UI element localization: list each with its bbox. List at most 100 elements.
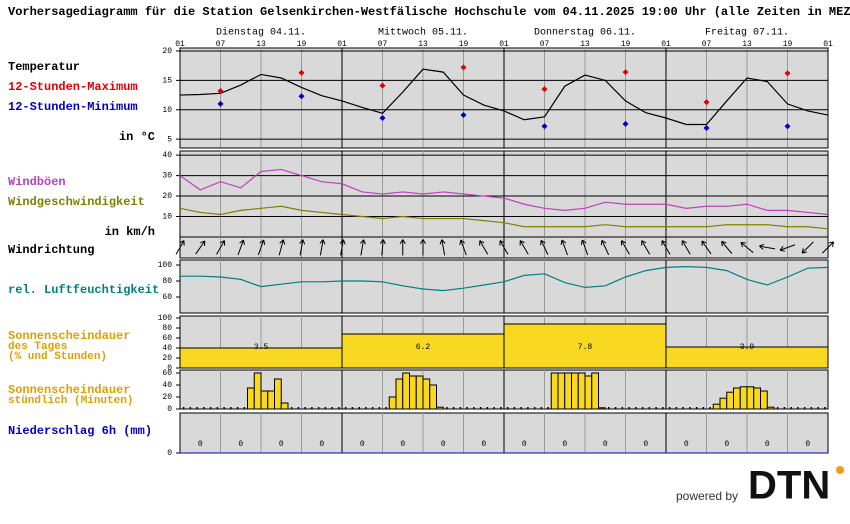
y-tick-label: 10	[162, 213, 172, 222]
hourly-sun-bar	[267, 390, 275, 410]
logo-dot	[836, 466, 844, 474]
wind-arrow	[195, 240, 206, 255]
hourly-sun-bar	[304, 407, 306, 409]
max-min-marker	[217, 87, 224, 94]
precip-value: 0	[522, 440, 527, 449]
x-tick-label: 07	[702, 40, 712, 49]
wind-arrow	[278, 239, 286, 256]
hourly-sun-bar	[591, 372, 599, 410]
y-tick-label: 100	[158, 314, 173, 323]
hourly-sun-bar	[635, 407, 637, 409]
wind-arrow	[237, 239, 245, 256]
legend-entry: Windgeschwindigkeit	[8, 195, 145, 209]
hourly-sun-bar	[709, 407, 711, 409]
hourly-sun-bar	[500, 407, 502, 409]
hourly-sun-bar	[746, 386, 755, 410]
hourly-sun-bar	[344, 407, 347, 409]
wind-arrow	[439, 239, 446, 256]
precip-value: 0	[441, 440, 446, 449]
max-min-marker	[541, 86, 548, 93]
hourly-sun-bar	[385, 407, 387, 409]
hourly-sun-bar	[274, 378, 282, 410]
wind-arrow	[701, 240, 712, 255]
y-tick-label: 10	[162, 106, 172, 115]
hourly-sun-bar	[506, 407, 509, 409]
precip-value: 0	[360, 440, 365, 449]
max-min-marker	[379, 115, 386, 121]
hourly-sun-bar	[388, 396, 397, 410]
sun-hours-label: 3.5	[254, 343, 269, 352]
max-min-marker	[784, 70, 791, 77]
hourly-sun-bar	[479, 407, 482, 409]
hourly-sun-bar	[648, 407, 651, 409]
hourly-sun-bar	[584, 375, 593, 410]
wind-arrow	[419, 239, 427, 256]
unit-label: in km/h	[105, 225, 155, 239]
hourly-sun-bar	[608, 407, 610, 409]
y-tick-label: 40	[162, 151, 172, 160]
max-min-marker	[784, 123, 791, 130]
panel-label: Windrichtung	[8, 243, 94, 257]
hourly-sun-bar	[230, 407, 232, 409]
legend-entry: 12-Stunden-Maximum	[8, 80, 138, 94]
x-tick-label: 13	[256, 40, 266, 49]
hourly-sun-bar	[365, 407, 367, 409]
y-tick-label: 20	[162, 393, 172, 402]
x-tick-label: 01	[337, 40, 347, 49]
wind-arrow	[379, 239, 386, 256]
hourly-sun-bar	[733, 387, 741, 410]
wind-arrow	[661, 240, 671, 255]
y-tick-label: 60	[162, 334, 172, 343]
wind-arrow	[779, 244, 796, 252]
wind-arrow	[299, 239, 306, 256]
hourly-sun-bar	[817, 407, 819, 409]
hourly-sun-bar	[402, 372, 410, 410]
day-label: Mittwoch 05.11.	[378, 27, 468, 39]
hourly-sun-bar	[324, 407, 327, 409]
y-tick-label: 15	[162, 76, 172, 85]
x-tick-label: 07	[540, 40, 550, 49]
unit-label: in °C	[119, 130, 155, 144]
y-tick-label: 60	[162, 369, 172, 378]
hourly-sun-bar	[297, 407, 300, 409]
x-tick-label: 01	[175, 40, 185, 49]
x-tick-label: 19	[459, 40, 469, 49]
hourly-sun-bar	[550, 372, 559, 410]
panel-label: Niederschlag 6h (mm)	[8, 424, 152, 438]
y-tick-label: 60	[162, 293, 172, 302]
precip-value: 0	[400, 440, 405, 449]
precip-value: 0	[481, 440, 486, 449]
hourly-sun-bar	[338, 407, 340, 409]
hourly-sun-bar	[668, 407, 671, 409]
precip-value: 0	[319, 440, 324, 449]
hourly-sun-bar	[513, 407, 516, 409]
precip-value: 0	[724, 440, 729, 449]
hourly-sun-bar	[540, 407, 543, 409]
panel-label: (% und Stunden)	[8, 351, 107, 363]
max-min-marker	[217, 100, 224, 107]
x-tick-label: 01	[823, 40, 833, 49]
x-tick-label: 13	[418, 40, 428, 49]
precip-value: 0	[684, 440, 689, 449]
x-tick-label: 01	[499, 40, 509, 49]
hourly-sun-bar	[662, 407, 664, 409]
wind-arrow	[519, 240, 529, 255]
y-tick-label: 0	[167, 405, 172, 414]
hourly-sun-bar	[760, 390, 768, 410]
precip-value: 0	[765, 440, 770, 449]
hourly-sun-bar	[783, 407, 786, 409]
sun-hours-label: 7.8	[578, 343, 593, 352]
day-label: Dienstag 04.11.	[216, 27, 306, 39]
chart-title: Vorhersagediagramm für die Station Gelse…	[8, 5, 850, 19]
max-min-marker	[703, 125, 710, 131]
hourly-sun-bar	[486, 407, 489, 409]
y-tick-label: 20	[162, 192, 172, 201]
hourly-sun-bar	[182, 407, 185, 409]
hourly-sun-bar	[473, 407, 475, 409]
hourly-sun-bar	[689, 407, 691, 409]
wind-arrow	[216, 240, 226, 255]
hourly-sun-bar	[216, 407, 219, 409]
hourly-sun-bar	[290, 407, 293, 409]
wind-arrow	[681, 240, 691, 255]
hourly-sun-bar	[209, 407, 212, 409]
